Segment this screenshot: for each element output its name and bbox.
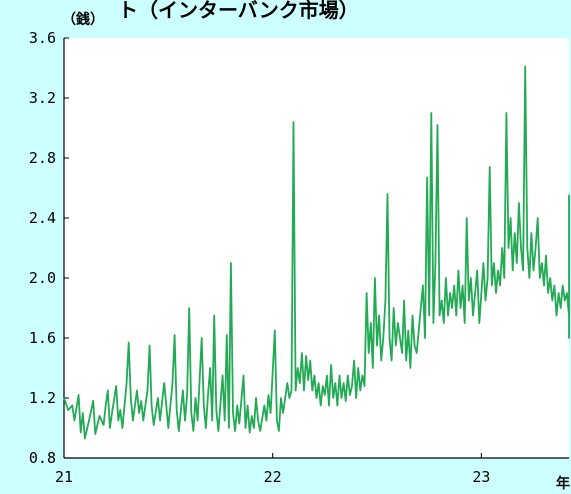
y-tick-label: 3.6 <box>29 29 56 47</box>
y-tick-label: 2.0 <box>29 269 56 287</box>
x-ticks: 21 22 23 <box>55 453 490 486</box>
y-tick-label: 3.2 <box>29 89 56 107</box>
y-tick-label: 1.2 <box>29 389 56 407</box>
plot-area: 0.8 1.2 1.6 2.0 2.4 2.8 3.2 3.6 21 22 23 <box>29 29 570 486</box>
y-tick-label: 2.4 <box>29 209 56 227</box>
x-tick-label: 23 <box>472 468 490 486</box>
chart-title: ト（インターバンク市場） <box>118 0 359 22</box>
y-axis-unit-label: （銭） <box>62 11 104 28</box>
series-line <box>63 65 570 440</box>
x-tick-label: 21 <box>55 468 73 486</box>
y-ticks: 0.8 1.2 1.6 2.0 2.4 2.8 3.2 3.6 <box>29 29 69 467</box>
x-axis-unit-label: 年 <box>556 475 570 492</box>
x-tick-label: 22 <box>264 468 282 486</box>
y-tick-label: 0.8 <box>29 449 56 467</box>
y-tick-label: 2.8 <box>29 149 56 167</box>
y-tick-label: 1.6 <box>29 329 56 347</box>
